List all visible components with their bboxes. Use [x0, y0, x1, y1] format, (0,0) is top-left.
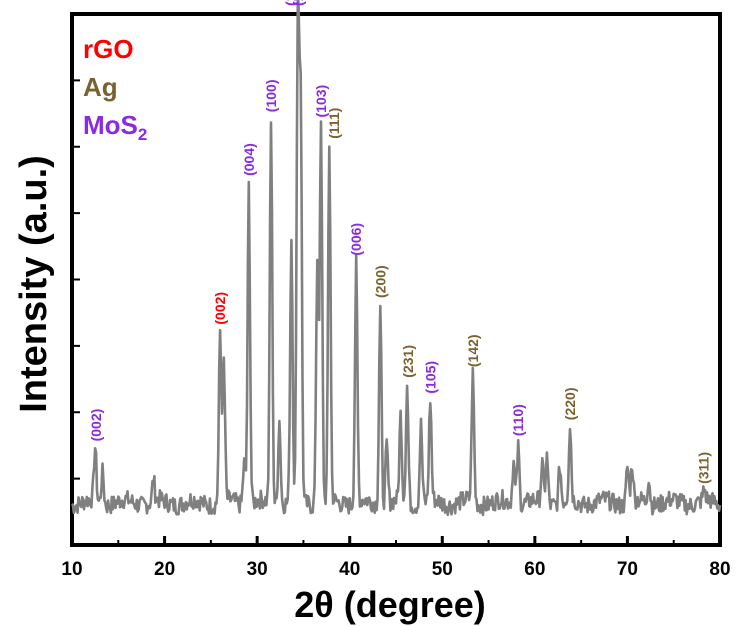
peak-labels-group: (002) (002) (004) (100) (101)(102) (103)(111)…	[88, 0, 711, 484]
legend-group: rGO Ag MoS2	[83, 34, 147, 144]
legend-entry: rGO	[83, 34, 134, 64]
legend-subscript: 2	[138, 125, 147, 144]
peak-label: (231)	[400, 345, 416, 378]
peak-label: (100)	[263, 80, 279, 113]
legend-entry: Ag	[83, 72, 118, 102]
x-axis-title: 2θ (degree)	[294, 584, 486, 625]
peak-label: (110)	[510, 404, 526, 436]
plot-frame-group	[70, 12, 722, 547]
x-tick-label: 70	[617, 559, 638, 580]
peak-label: (101)	[283, 0, 299, 6]
y-ticks-group	[72, 79, 80, 480]
peak-label: (004)	[241, 143, 257, 176]
x-tick-label: 60	[524, 559, 545, 580]
y-axis-title: Intensity (a.u.)	[13, 155, 55, 413]
peak-label: (105)	[422, 361, 438, 394]
peak-label: (311)	[695, 452, 711, 484]
x-ticks-group: 10 20 30 40 50 60 70 80	[61, 536, 731, 580]
x-tick-label: 10	[61, 559, 82, 580]
peak-label: (200)	[372, 265, 388, 298]
peak-label: (002)	[212, 292, 228, 325]
series-group	[70, 0, 722, 517]
x-tick-label: 30	[247, 559, 268, 580]
peak-label: (220)	[562, 388, 578, 421]
peak-label: (111)	[326, 108, 342, 139]
x-tick-label: 40	[339, 559, 360, 580]
peak-label: (102)	[290, 0, 306, 6]
plot-frame	[70, 12, 722, 547]
legend-entry: MoS2	[83, 110, 147, 144]
x-tick-label: 20	[154, 559, 175, 580]
x-tick-label: 80	[709, 559, 730, 580]
peak-label: (002)	[88, 409, 104, 442]
xrd-series-line	[70, 0, 722, 517]
peak-label: (006)	[348, 223, 364, 256]
peak-label: (103)	[313, 85, 329, 118]
x-tick-label: 50	[432, 559, 453, 580]
peak-label: (142)	[465, 334, 481, 367]
